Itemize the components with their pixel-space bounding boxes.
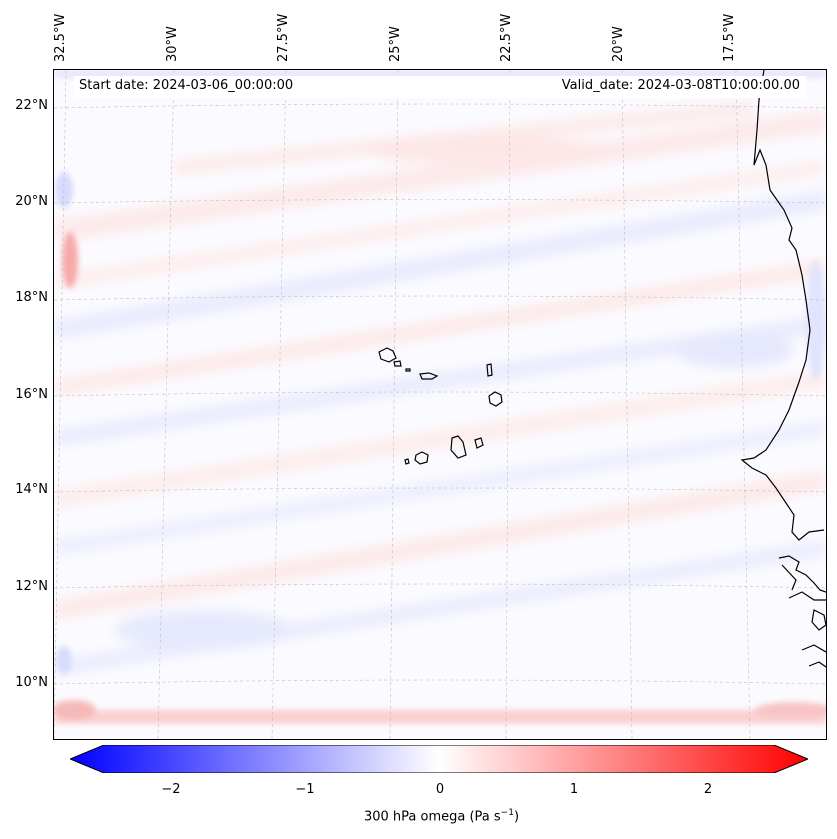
colorbar-label-close: )	[513, 809, 520, 825]
colorbar-tick: −2	[161, 782, 181, 797]
colorbar-tick: 1	[569, 782, 579, 797]
lat-label: 12°N	[15, 579, 48, 594]
colorbar	[70, 745, 808, 773]
colorbar-tick: −1	[295, 782, 315, 797]
coastline	[740, 70, 826, 668]
lon-label: 25°W	[388, 26, 403, 62]
lat-label: 16°N	[15, 387, 48, 402]
lat-label: 20°N	[15, 194, 48, 209]
lat-label: 10°N	[15, 675, 48, 690]
map-panel[interactable]: Start date: 2024-03-06_00:00:00 Valid_da…	[53, 69, 827, 740]
graticule	[54, 70, 826, 739]
colorbar-label: 300 hPa omega (Pa s−1)	[0, 808, 837, 824]
header-band	[74, 76, 806, 98]
lon-label: 22.5°W	[499, 13, 514, 62]
omega-bands	[54, 100, 826, 676]
lon-label: 17.5°W	[722, 13, 737, 62]
lat-label: 22°N	[15, 98, 48, 113]
colorbar-tick: 0	[435, 782, 445, 797]
lat-label: 14°N	[15, 482, 48, 497]
valid-date-label: Valid_date: 2024-03-08T10:00:00.00	[561, 78, 800, 93]
colorbar-label-text: 300 hPa omega (Pa s	[363, 809, 501, 825]
lon-label: 30°W	[165, 26, 180, 62]
start-date-label: Start date: 2024-03-06_00:00:00	[79, 78, 294, 93]
lon-label: 32.5°W	[53, 13, 68, 62]
colorbar-tick: 2	[703, 782, 713, 797]
colorbar-label-exponent: −1	[500, 808, 514, 818]
colorbar-gradient	[70, 745, 808, 773]
lat-label: 18°N	[15, 290, 48, 305]
cape-verde-islands	[378, 347, 503, 465]
omega-field	[54, 70, 826, 739]
lon-label: 27.5°W	[276, 13, 291, 62]
lon-label: 20°W	[611, 26, 626, 62]
